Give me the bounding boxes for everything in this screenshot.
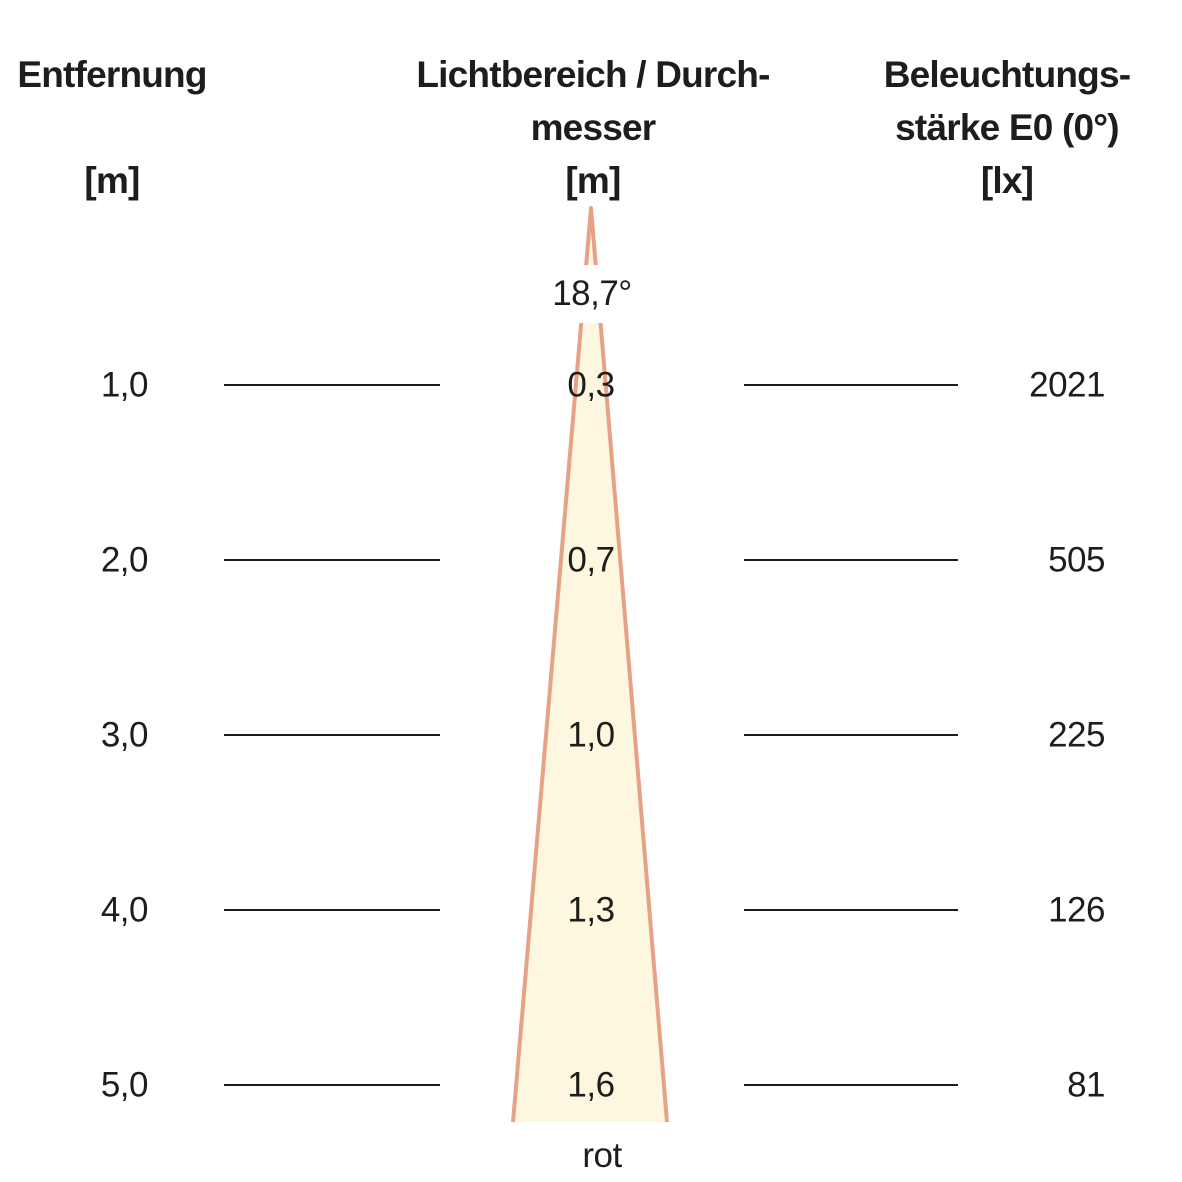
row-rule-right	[744, 909, 958, 911]
illuminance-value: 81	[1067, 1065, 1105, 1105]
header-distance-unit: [m]	[84, 160, 140, 201]
header-illuminance-title-line2: stärke E0 (0°)	[895, 107, 1119, 148]
header-diameter-column: Lichtbereich / Durch- messer [m]	[416, 48, 770, 207]
row-rule-left	[224, 384, 440, 386]
beam-cone-shape	[511, 206, 669, 1123]
distance-value: 4,0	[100, 890, 149, 930]
header-distance-spacer	[17, 101, 206, 154]
header-illuminance-unit: [lx]	[980, 160, 1034, 201]
header-diameter-title-line2: messer	[530, 107, 657, 148]
diameter-value: 0,7	[567, 540, 615, 580]
row-rule-left	[224, 559, 440, 561]
row-rule-right	[744, 734, 958, 736]
row-rule-right	[744, 384, 958, 386]
beam-color-label: rot	[582, 1136, 622, 1175]
row-rule-right	[744, 559, 958, 561]
row-rule-left	[224, 734, 440, 736]
header-illuminance-column: Beleuchtungs- stärke E0 (0°) [lx]	[884, 48, 1131, 207]
illuminance-value: 126	[1048, 890, 1105, 930]
illuminance-value: 2021	[1029, 365, 1105, 405]
distance-value: 1,0	[100, 365, 149, 405]
header-distance-column: Entfernung [m]	[17, 48, 207, 207]
row-rule-left	[224, 909, 440, 911]
diameter-value: 1,3	[567, 890, 615, 930]
header-diameter-title-line1: Lichtbereich / Durch-	[416, 54, 770, 95]
distance-value: 3,0	[100, 715, 149, 755]
header-illuminance-title-line1: Beleuchtungs-	[883, 54, 1131, 95]
row-rule-right	[744, 1084, 958, 1086]
diameter-value: 1,6	[567, 1065, 615, 1105]
diameter-value: 1,0	[567, 715, 615, 755]
row-rule-left	[224, 1084, 440, 1086]
illuminance-value: 505	[1048, 540, 1105, 580]
illuminance-value: 225	[1048, 715, 1105, 755]
header-distance-title: Entfernung	[17, 54, 207, 95]
diameter-value: 0,3	[567, 365, 615, 405]
distance-value: 5,0	[100, 1065, 149, 1105]
header-diameter-unit: [m]	[565, 160, 621, 201]
distance-value: 2,0	[100, 540, 149, 580]
beam-angle-label: 18,7°	[536, 265, 648, 323]
